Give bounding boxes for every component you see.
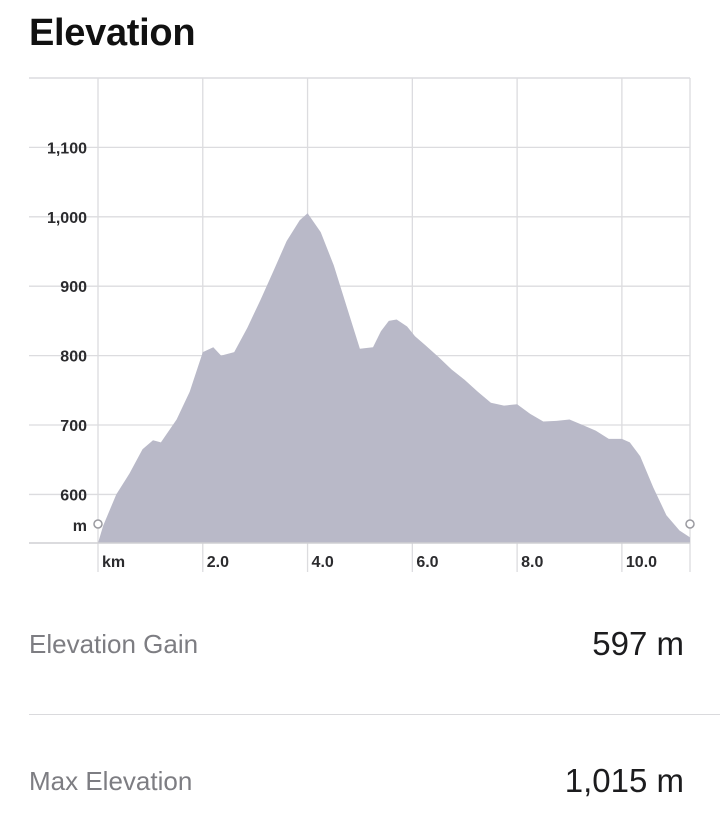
y-tick-label: 1,100 (47, 140, 87, 157)
divider (29, 714, 720, 715)
x-tick-label: 4.0 (312, 554, 334, 571)
elevation-gain-value: 597 m (592, 625, 684, 662)
max-elevation-label: Max Elevation (29, 765, 193, 796)
max-elevation-value: 1,015 m (564, 762, 684, 799)
y-tick-label: 1,000 (47, 210, 87, 227)
x-unit-label: km (102, 554, 125, 571)
end-marker (685, 519, 695, 529)
y-tick-label: 700 (60, 418, 87, 435)
x-tick-label: 6.0 (416, 554, 438, 571)
elevation-gain-row: Elevation Gain 597 m (29, 625, 684, 663)
y-unit-label: m (73, 518, 87, 535)
elevation-area (98, 213, 690, 544)
page-title: Elevation (29, 12, 196, 54)
elevation-gain-label: Elevation Gain (29, 628, 199, 659)
y-tick-label: 900 (60, 279, 87, 296)
x-tick-label: 2.0 (207, 554, 229, 571)
start-marker (93, 519, 103, 529)
max-elevation-row: Max Elevation 1,015 m (29, 762, 684, 800)
x-tick-label: 10.0 (626, 554, 657, 571)
y-tick-label: 800 (60, 349, 87, 366)
elevation-chart[interactable]: 600 700 800 900 1,000 1,100 m km 2.0 4.0 6.0 8.0 10.… (0, 0, 720, 580)
y-tick-label: 600 (60, 487, 87, 504)
x-tick-label: 8.0 (521, 554, 543, 571)
